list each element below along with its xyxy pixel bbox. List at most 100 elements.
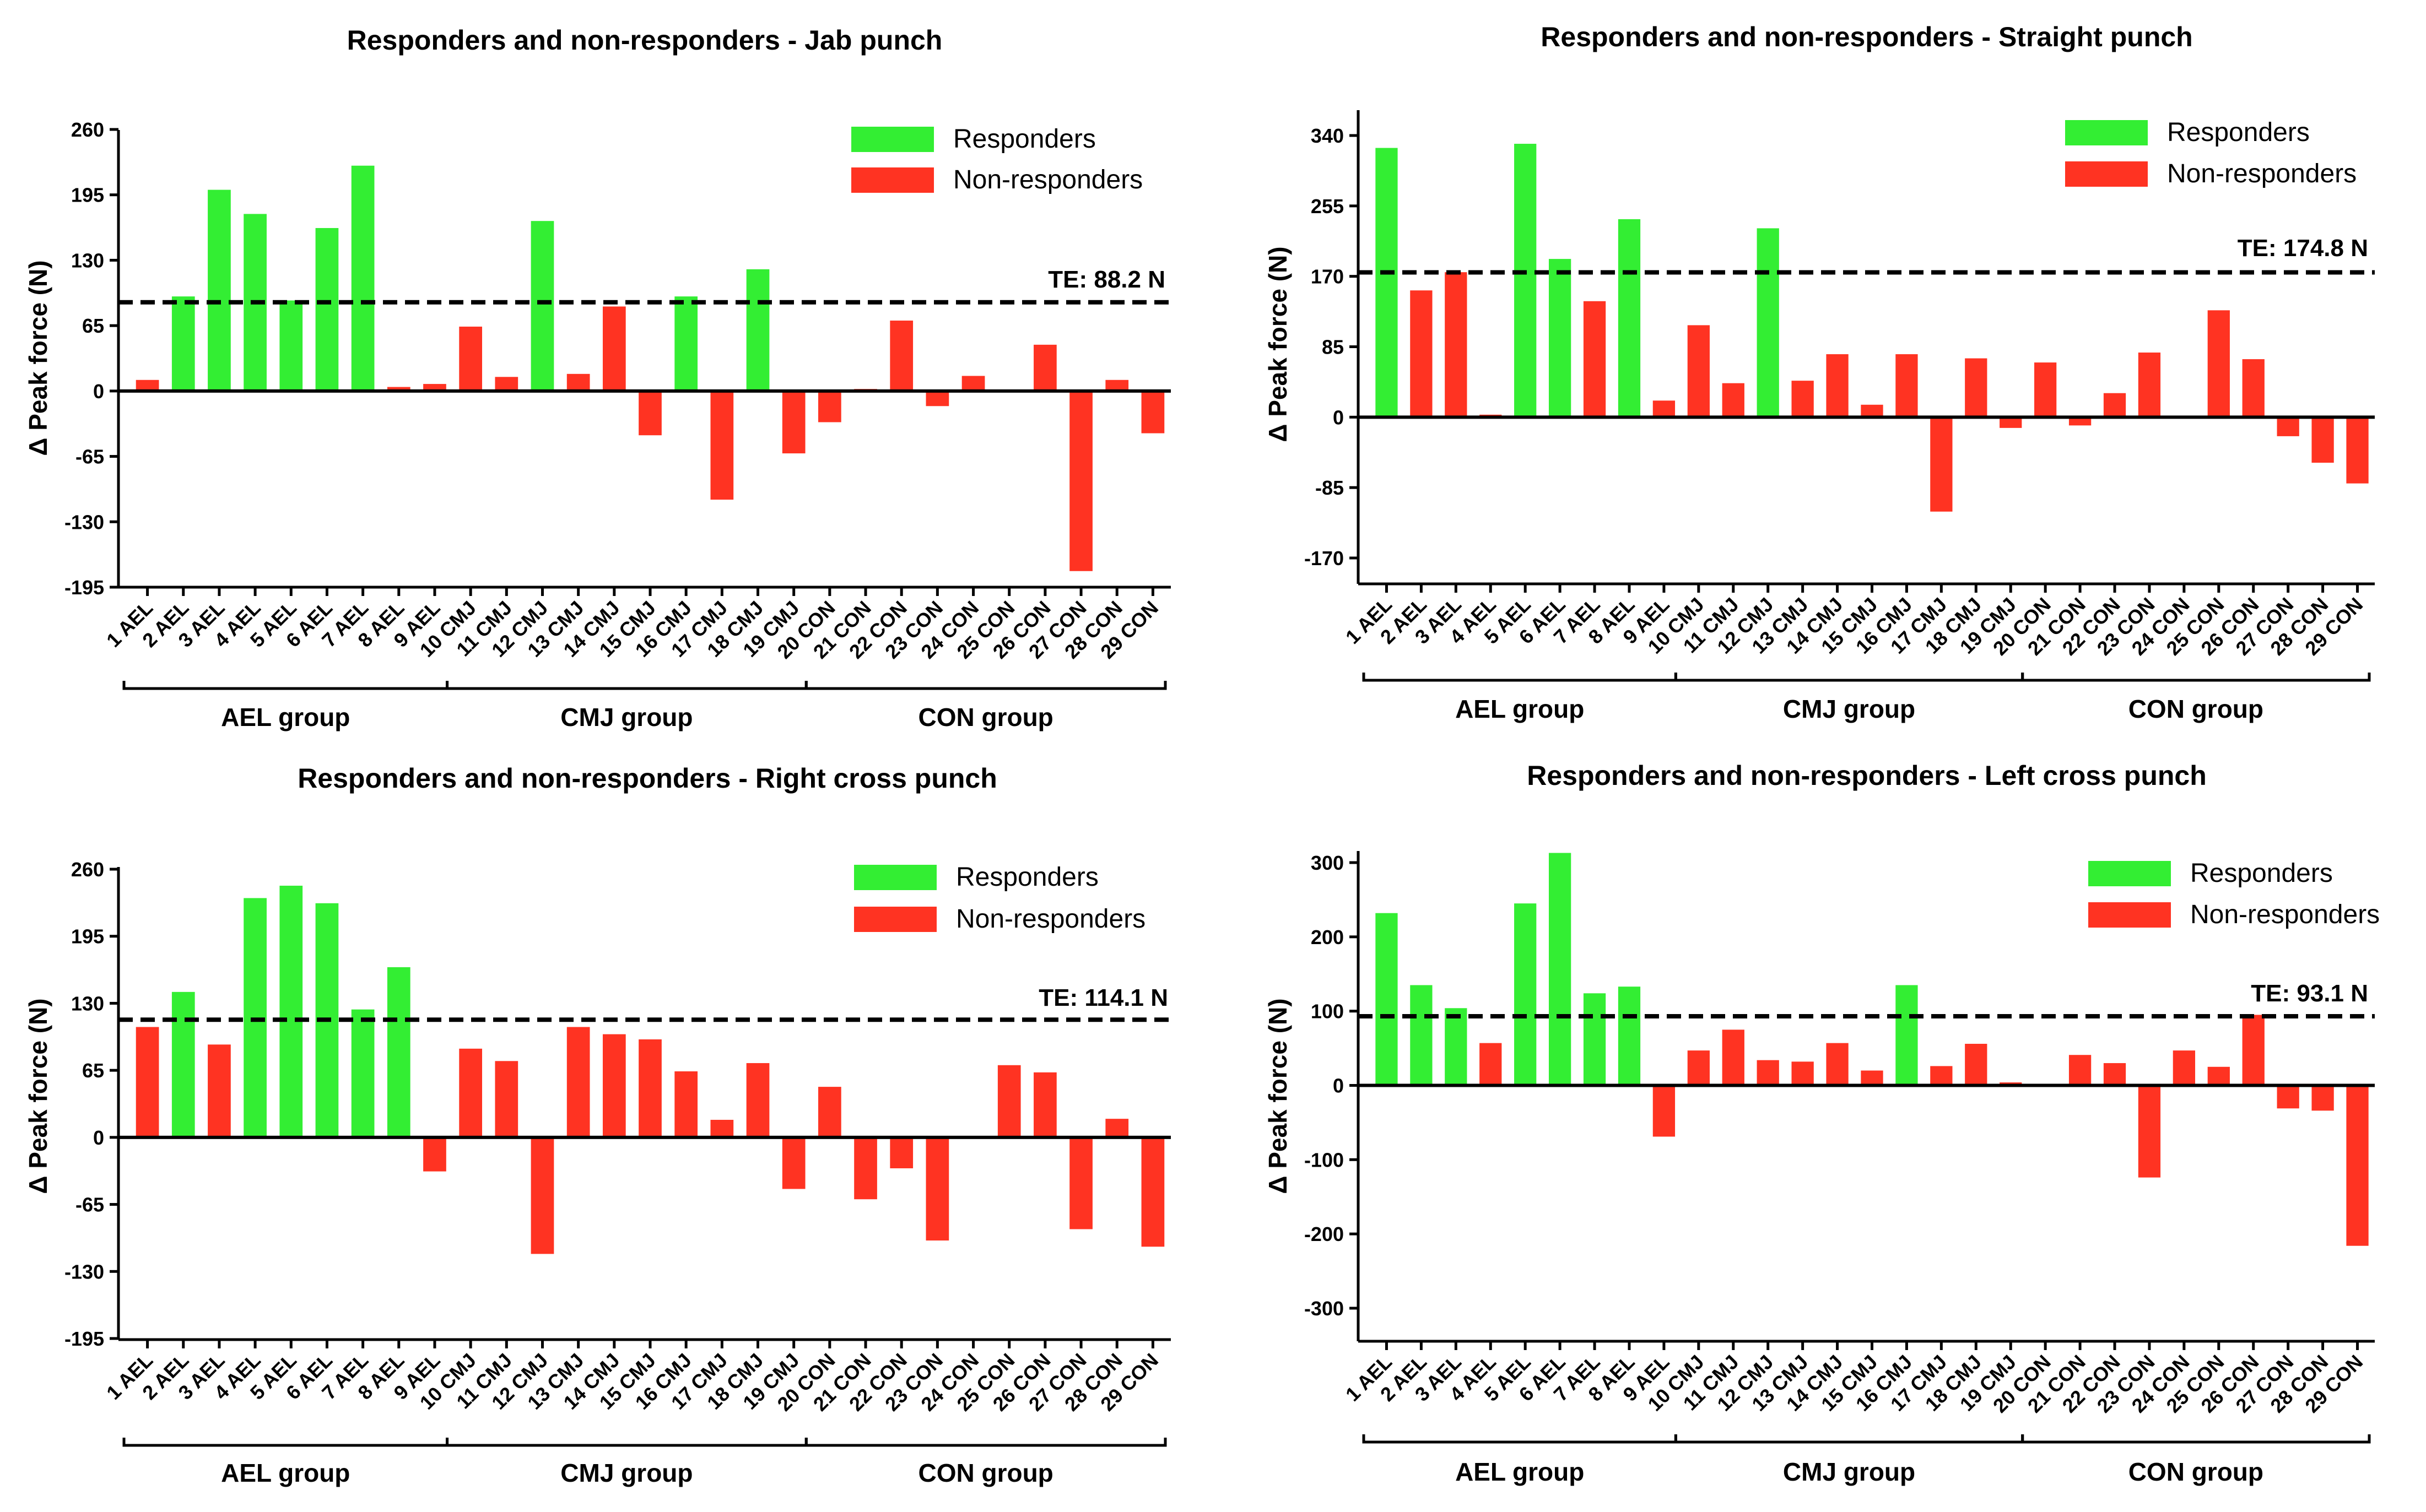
- y-axis-label: Δ Peak force (N): [24, 998, 52, 1194]
- group-bracket: [446, 681, 808, 690]
- y-tick-label: 0: [1333, 1075, 1344, 1097]
- legend-swatch-responders: [851, 127, 934, 152]
- bar: [890, 1137, 914, 1169]
- y-tick-label: 0: [93, 380, 104, 403]
- bar: [1514, 144, 1537, 418]
- bar: [387, 967, 410, 1137]
- chart-title: Responders and non-responders - Right cr…: [298, 763, 997, 794]
- bar: [2207, 310, 2230, 418]
- bar: [1141, 1137, 1165, 1247]
- legend-label-responders: Responders: [953, 124, 1096, 154]
- bar: [1583, 993, 1606, 1086]
- bar: [2207, 1066, 2230, 1086]
- bar: [1757, 228, 1779, 418]
- bar: [1375, 913, 1398, 1086]
- group-bracket: [804, 1438, 1167, 1447]
- bar: [602, 1034, 626, 1137]
- y-tick-label: -130: [64, 1260, 104, 1283]
- group-label: CMJ group: [560, 1459, 693, 1487]
- y-axis-label: Δ Peak force (N): [24, 260, 52, 456]
- group-bracket: [122, 681, 449, 690]
- legend-swatch-responders: [2088, 861, 2171, 886]
- y-tick-label: -195: [64, 1327, 104, 1350]
- bar: [2103, 1063, 2126, 1086]
- bar: [1791, 1061, 1814, 1086]
- y-axis-label: Δ Peak force (N): [1263, 246, 1292, 442]
- bar: [423, 384, 446, 391]
- y-tick-label: 85: [1322, 336, 1344, 359]
- bar: [1141, 391, 1165, 433]
- bar: [926, 1137, 949, 1241]
- legend-label-responders: Responders: [2190, 859, 2333, 888]
- bar: [1930, 417, 1953, 512]
- te-label: TE: 114.1 N: [1039, 984, 1168, 1011]
- bar: [531, 221, 554, 391]
- bar: [818, 391, 841, 422]
- bar: [2068, 1055, 2092, 1086]
- bar: [1965, 1043, 1987, 1086]
- bar: [602, 306, 626, 391]
- bar: [2311, 1085, 2334, 1111]
- legend-label-non-responders: Non-responders: [953, 165, 1143, 194]
- bar: [2346, 1085, 2369, 1246]
- y-tick-label: -65: [75, 1194, 104, 1216]
- chart-panel-3: Responders and non-responders - Right cr…: [24, 763, 1171, 1487]
- group-label: AEL group: [1455, 1457, 1584, 1486]
- legend-swatch-non-responders: [851, 167, 934, 193]
- y-tick-label: -85: [1315, 476, 1344, 499]
- bar: [2173, 1050, 2196, 1086]
- bar: [2103, 393, 2126, 418]
- y-tick-label: 340: [1311, 124, 1344, 147]
- y-tick-label: 65: [82, 1059, 104, 1082]
- y-tick-label: 260: [71, 118, 104, 141]
- y-tick-label: 200: [1311, 926, 1344, 949]
- y-tick-label: -195: [64, 576, 104, 599]
- bar: [1375, 148, 1398, 418]
- bar: [997, 1065, 1021, 1137]
- bar: [639, 391, 662, 436]
- bar: [1861, 404, 1883, 418]
- bar: [2000, 417, 2022, 428]
- legend-swatch-responders: [2065, 120, 2148, 145]
- bar: [782, 391, 806, 454]
- bar: [495, 377, 518, 391]
- bar: [961, 376, 985, 391]
- bar: [2242, 1015, 2265, 1086]
- bar: [279, 300, 303, 391]
- bar: [279, 885, 303, 1137]
- bar: [1410, 985, 1433, 1086]
- chart-title: Responders and non-responders - Left cro…: [1527, 760, 2207, 791]
- bar: [674, 1071, 698, 1137]
- bar: [2034, 362, 2057, 418]
- bar: [495, 1061, 518, 1137]
- bar: [2068, 417, 2092, 426]
- bar: [1826, 354, 1849, 418]
- legend-swatch-non-responders: [854, 907, 937, 932]
- bar: [531, 1137, 554, 1254]
- bar: [1583, 301, 1606, 418]
- bar: [1895, 354, 1918, 418]
- y-tick-label: 65: [82, 315, 104, 337]
- legend-label-responders: Responders: [2167, 118, 2310, 147]
- group-label: CMJ group: [1783, 695, 1915, 723]
- legend-label-non-responders: Non-responders: [2190, 900, 2380, 929]
- y-tick-label: 300: [1311, 852, 1344, 874]
- group-label: CMJ group: [560, 703, 693, 731]
- legend-swatch-responders: [854, 865, 937, 890]
- group-label: CON group: [918, 1459, 1053, 1487]
- te-label: TE: 88.2 N: [1048, 266, 1165, 293]
- bar: [423, 1137, 446, 1172]
- bar: [1791, 381, 1814, 418]
- group-bracket: [1362, 673, 1677, 682]
- bar: [1930, 1066, 1953, 1086]
- y-tick-label: -170: [1304, 547, 1344, 570]
- bar: [1757, 1060, 1779, 1086]
- bar: [1965, 358, 1987, 418]
- bar: [1069, 391, 1093, 571]
- bar: [351, 165, 375, 391]
- y-tick-label: 130: [71, 992, 104, 1015]
- bar: [1445, 1008, 1467, 1086]
- group-bracket: [804, 681, 1167, 690]
- legend-label-responders: Responders: [956, 863, 1099, 892]
